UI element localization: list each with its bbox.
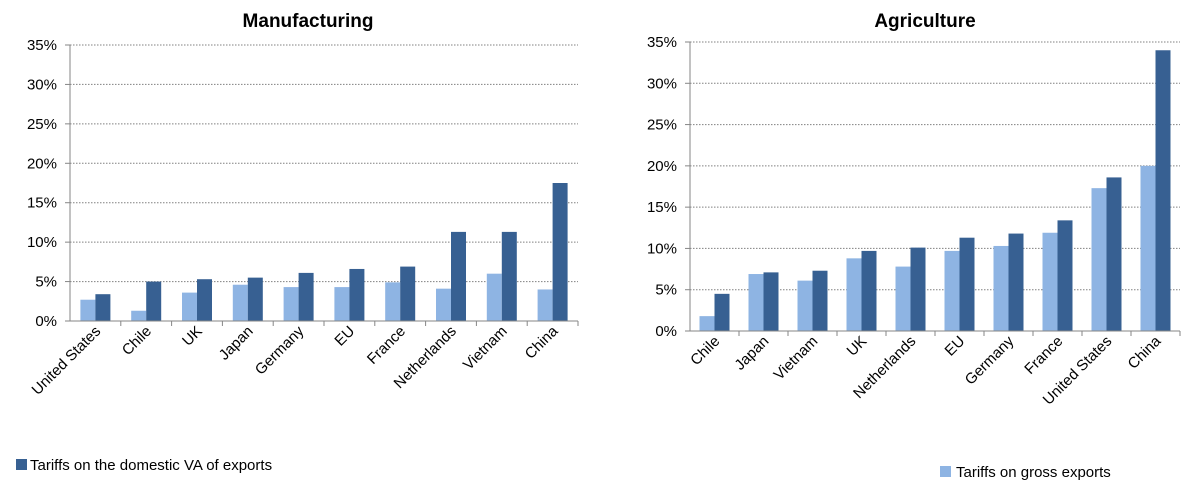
- x-category-label: Chile: [119, 323, 155, 359]
- x-category-label: Japan: [216, 323, 257, 364]
- x-category-label: China: [1125, 332, 1165, 372]
- bar-domestic: [95, 294, 111, 321]
- bar-gross: [699, 316, 715, 331]
- bar-gross: [748, 274, 764, 331]
- bar-domestic: [714, 293, 730, 331]
- legend-swatch-domestic: [16, 459, 27, 470]
- bar-domestic: [861, 250, 877, 331]
- bar-gross: [846, 258, 862, 331]
- gridlines: [70, 44, 578, 283]
- x-category-label: France: [1021, 333, 1066, 378]
- y-tick-label: 15%: [27, 195, 57, 212]
- bar-domestic: [1155, 50, 1171, 331]
- bar-domestic: [501, 231, 517, 321]
- chart-title: Manufacturing: [243, 11, 374, 32]
- bar-gross: [436, 288, 451, 321]
- axes: [65, 44, 579, 326]
- bar-gross: [283, 287, 299, 321]
- bar-gross: [1042, 232, 1058, 331]
- y-tick-label: 10%: [647, 240, 677, 257]
- bar-gross: [797, 280, 813, 331]
- x-category-label: Vietnam: [460, 323, 511, 374]
- bar-gross: [1091, 188, 1107, 331]
- x-category-label: Chile: [687, 333, 723, 369]
- x-category-label: Vietnam: [771, 333, 822, 384]
- bar-domestic: [146, 281, 162, 321]
- y-tick-label: 35%: [647, 34, 677, 51]
- bar-domestic: [298, 272, 314, 321]
- y-tick-label: 30%: [647, 75, 677, 92]
- bar-domestic: [400, 266, 416, 321]
- y-tick-label: 20%: [647, 158, 677, 175]
- bar-gross: [993, 245, 1009, 331]
- bar-domestic: [763, 272, 779, 331]
- bars: [699, 50, 1171, 331]
- bar-domestic: [197, 279, 212, 321]
- bar-gross: [80, 299, 96, 321]
- agriculture-chart: Agriculture 0% 5% 10% 15% 20% 25% 30% 35% Chile…: [647, 11, 1181, 481]
- x-category-label: Germany: [962, 332, 1018, 388]
- x-category-label: UK: [179, 323, 206, 350]
- bars: [80, 183, 568, 321]
- bar-gross: [182, 292, 197, 321]
- y-tick-label: 30%: [27, 76, 57, 93]
- legend: Tariffs on the domestic VA of exports: [16, 457, 272, 474]
- x-category-label: Germany: [252, 322, 308, 378]
- x-category-label: EU: [942, 333, 969, 360]
- x-category-label: Japan: [731, 333, 772, 374]
- bar-gross: [944, 250, 960, 331]
- axes: [685, 41, 1181, 336]
- y-tick-label: 25%: [647, 117, 677, 134]
- y-tick-label: 35%: [27, 37, 57, 54]
- y-tick-label: 10%: [27, 234, 57, 251]
- legend-swatch-gross: [940, 466, 951, 477]
- bar-gross: [334, 287, 350, 321]
- bar-domestic: [1008, 233, 1024, 331]
- bar-domestic: [1057, 220, 1073, 331]
- bar-gross: [131, 310, 147, 321]
- bar-gross: [895, 266, 911, 331]
- y-tick-label: 5%: [35, 274, 57, 291]
- x-category-label: UK: [844, 333, 871, 360]
- y-tick-label: 5%: [655, 282, 677, 299]
- bar-domestic: [910, 247, 926, 331]
- y-tick-label: 0%: [35, 313, 57, 330]
- bar-gross: [232, 284, 248, 321]
- x-category-label: France: [364, 323, 409, 368]
- bar-domestic: [451, 231, 466, 321]
- bar-domestic: [1106, 177, 1122, 331]
- y-tick-label: 25%: [27, 116, 57, 133]
- y-axis-ticks: 0% 5% 10% 15% 20% 25% 30% 35%: [647, 34, 677, 340]
- y-tick-label: 0%: [655, 323, 677, 340]
- legend: Tariffs on gross exports: [940, 464, 1111, 481]
- bar-domestic: [349, 268, 365, 321]
- manufacturing-chart: Manufacturing 0% 5% 10% 15% 20% 25% 30% 35% Uni…: [16, 11, 579, 474]
- bar-gross: [486, 273, 502, 321]
- y-tick-label: 15%: [647, 199, 677, 216]
- chart-title: Agriculture: [874, 11, 975, 32]
- bar-domestic: [959, 237, 975, 331]
- bar-gross: [385, 282, 401, 321]
- legend-label-domestic: Tariffs on the domestic VA of exports: [30, 457, 272, 474]
- legend-label-gross: Tariffs on gross exports: [956, 464, 1111, 481]
- x-category-label: China: [522, 322, 562, 362]
- x-category-label: EU: [331, 323, 358, 350]
- bar-domestic: [552, 183, 568, 321]
- bar-gross: [1140, 165, 1156, 331]
- y-tick-label: 20%: [27, 155, 57, 172]
- bar-domestic: [247, 277, 263, 321]
- y-axis-ticks: 0% 5% 10% 15% 20% 25% 30% 35%: [27, 37, 57, 330]
- x-category-label: United States: [29, 323, 105, 399]
- bar-domestic: [812, 270, 828, 331]
- bar-gross: [537, 289, 553, 321]
